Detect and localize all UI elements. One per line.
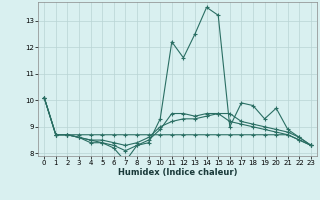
X-axis label: Humidex (Indice chaleur): Humidex (Indice chaleur)	[118, 168, 237, 177]
